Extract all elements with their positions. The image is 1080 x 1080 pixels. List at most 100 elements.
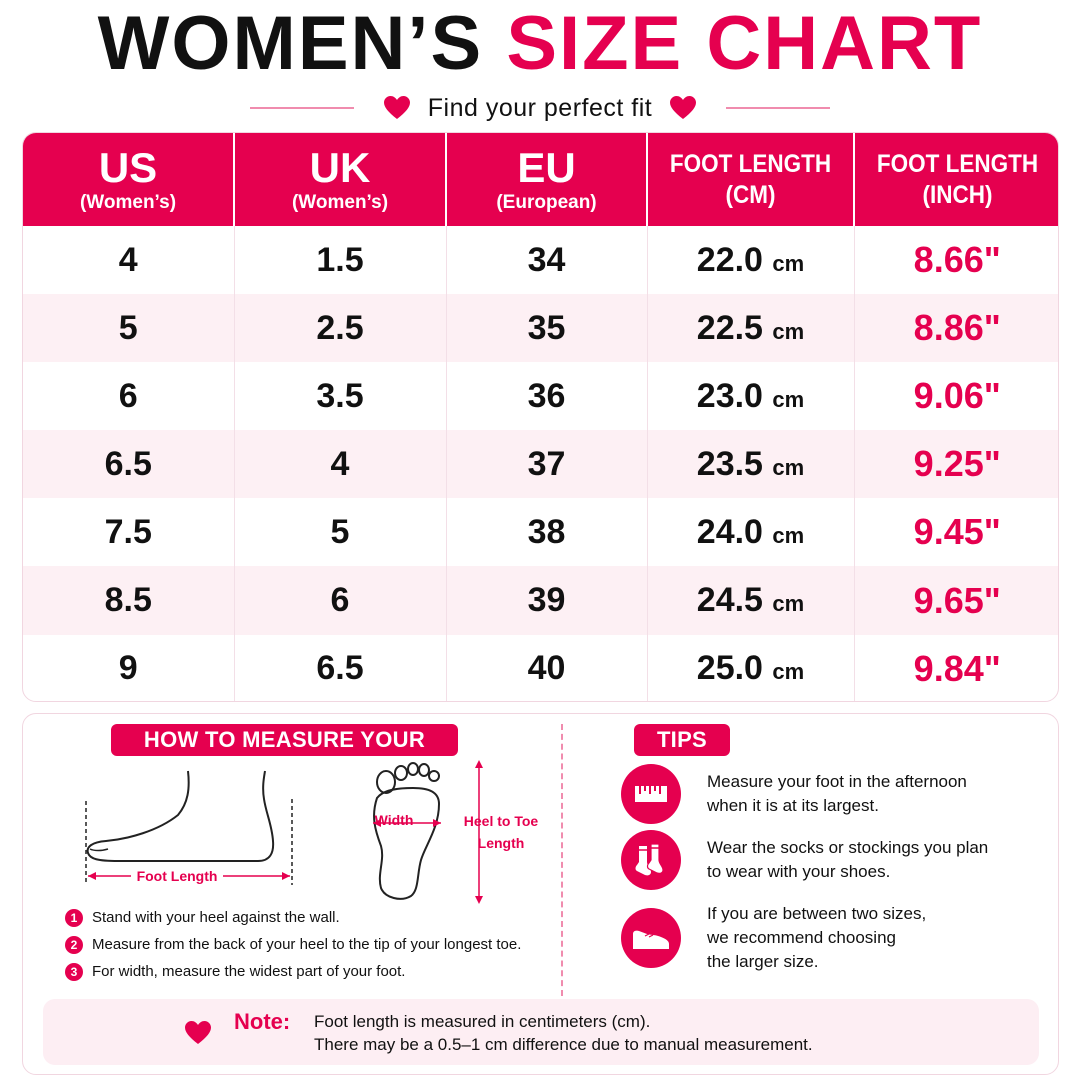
page-title: WOMEN’S SIZE CHART xyxy=(0,4,1080,84)
title-women: WOMEN’S xyxy=(97,1,484,86)
cell-uk: 4 xyxy=(234,430,447,499)
table-row: 6 3.5 36 23.0 cm 9.06" xyxy=(23,362,1058,431)
cell-eu: 35 xyxy=(446,294,648,363)
cell-inch: 8.86" xyxy=(854,294,1058,363)
shoe-icon xyxy=(621,908,681,968)
cell-us: 9 xyxy=(23,634,235,701)
cell-eu: 38 xyxy=(446,498,648,567)
cm-value: 24.5 xyxy=(696,581,763,620)
measure-title: HOW TO MEASURE YOUR FOOT xyxy=(111,724,458,784)
info-panel: HOW TO MEASURE YOUR FOOT TIPS Foot Lengt… xyxy=(22,713,1059,1075)
step-number: 1 xyxy=(65,908,83,927)
cm-value: 24.0 xyxy=(696,512,763,551)
table-row: 6.5 4 37 23.5 cm 9.25" xyxy=(23,430,1058,499)
cell-cm: 22.0 cm xyxy=(647,226,855,295)
cm-unit: cm xyxy=(772,522,805,548)
cell-us: 5 xyxy=(23,294,235,363)
cell-inch: 9.84" xyxy=(913,647,1001,689)
subtitle-line-left xyxy=(249,107,354,109)
socks-icon xyxy=(621,830,681,890)
cell-cm: 23.0 cm xyxy=(647,362,855,431)
tips-title: TIPS xyxy=(634,724,730,756)
cell-uk: 6 xyxy=(234,566,447,635)
header-us: US (Women’s) xyxy=(23,133,235,226)
cell-uk: 5 xyxy=(234,498,447,567)
tip-item: Wear the socks or stockings you plan to … xyxy=(621,830,988,890)
header-uk-main: UK xyxy=(309,143,371,191)
cm-value: 22.0 xyxy=(696,240,763,279)
cm-unit: cm xyxy=(772,454,805,480)
table-row: 5 2.5 35 22.5 cm 8.86" xyxy=(23,294,1058,363)
table-row: 4 1.5 34 22.0 cm 8.66" xyxy=(23,226,1058,295)
cell-inch: 9.65" xyxy=(854,566,1058,635)
heart-icon xyxy=(670,96,697,119)
note-label: Note: xyxy=(234,1009,291,1034)
step-number: 2 xyxy=(65,935,83,954)
header-inch-main: FOOT LENGTH xyxy=(876,149,1039,178)
header-eu-main: EU xyxy=(517,143,576,191)
header-us-main: US xyxy=(98,143,158,191)
cell-eu: 36 xyxy=(446,362,648,431)
header-eu: EU (European) xyxy=(446,133,648,226)
tip-text: Wear the socks or stockings you plan to … xyxy=(707,838,989,881)
cell-cm: 24.0 cm xyxy=(647,498,855,567)
cm-unit: cm xyxy=(772,659,805,685)
cm-value: 22.5 xyxy=(696,308,763,347)
foot-length-label: Foot Length xyxy=(131,868,223,884)
dashed-divider xyxy=(561,724,563,996)
size-table: US (Women’s) UK (Women’s) EU (European) … xyxy=(22,132,1059,702)
cell-inch: 9.06" xyxy=(913,375,1001,417)
list-item: 3 For width, measure the widest part of … xyxy=(65,958,565,985)
step-text: Stand with your heel against the wall. xyxy=(92,909,340,926)
tip-item: If you are between two sizes, we recomme… xyxy=(621,902,926,974)
step-text: For width, measure the widest part of yo… xyxy=(92,963,406,980)
note-box: Note: Foot length is measured in centime… xyxy=(43,999,1039,1065)
cell-inch: 9.45" xyxy=(913,511,1001,553)
cell-cm: 23.5 cm xyxy=(647,430,855,499)
heart-icon xyxy=(185,1021,211,1044)
subtitle-line-right xyxy=(726,107,831,109)
cell-us: 8.5 xyxy=(23,566,235,635)
header-inch-sub: (INCH) xyxy=(922,180,993,209)
tip-text: If you are between two sizes, we recomme… xyxy=(707,904,927,971)
header-uk-sub: (Women’s) xyxy=(291,191,389,213)
measure-steps: 1 Stand with your heel against the wall.… xyxy=(65,904,565,985)
cell-uk: 3.5 xyxy=(234,362,447,431)
cell-uk: 1.5 xyxy=(234,226,447,295)
foot-side-icon xyxy=(85,770,293,885)
cm-unit: cm xyxy=(772,386,805,412)
width-label: Width xyxy=(374,812,414,828)
header-foot-length-cm: FOOT LENGTH (CM) xyxy=(647,133,855,226)
cell-us: 6 xyxy=(23,362,235,431)
table-row: 9 6.5 40 25.0 cm 9.84" xyxy=(23,634,1058,701)
cm-value: 25.0 xyxy=(696,649,763,688)
heart-icon xyxy=(383,96,410,119)
list-item: 1 Stand with your heel against the wall. xyxy=(65,904,565,931)
cell-cm: 22.5 cm xyxy=(647,294,855,363)
heel-to-toe-label: Heel to Toe Length xyxy=(463,813,539,851)
cm-unit: cm xyxy=(772,250,805,276)
cell-eu: 40 xyxy=(446,634,648,701)
table-row: 8.5 6 39 24.5 cm 9.65" xyxy=(23,566,1058,635)
cell-eu: 37 xyxy=(446,430,648,499)
title-size-chart: SIZE CHART xyxy=(506,1,983,86)
cell-cm: 25.0 cm xyxy=(647,634,855,701)
cell-uk: 6.5 xyxy=(234,634,447,701)
subtitle: Find your perfect fit xyxy=(427,93,653,122)
cell-inch: 9.25" xyxy=(854,430,1058,499)
cm-unit: cm xyxy=(772,318,805,344)
header-cm-sub: (CM) xyxy=(725,180,776,209)
list-item: 2 Measure from the back of your heel to … xyxy=(65,931,565,958)
cm-value: 23.0 xyxy=(696,376,763,415)
cell-cm: 24.5 cm xyxy=(647,566,855,635)
header-us-sub: (Women’s) xyxy=(79,191,177,213)
tip-text: Measure your foot in the afternoon when … xyxy=(707,772,967,815)
header-uk: UK (Women’s) xyxy=(234,133,447,226)
cm-value: 23.5 xyxy=(696,444,763,483)
cell-us: 6.5 xyxy=(23,430,235,499)
cm-unit: cm xyxy=(772,591,805,617)
step-number: 3 xyxy=(65,962,83,981)
cell-uk: 2.5 xyxy=(234,294,447,363)
cell-us: 4 xyxy=(23,226,235,295)
foot-sole-icon xyxy=(373,760,483,904)
